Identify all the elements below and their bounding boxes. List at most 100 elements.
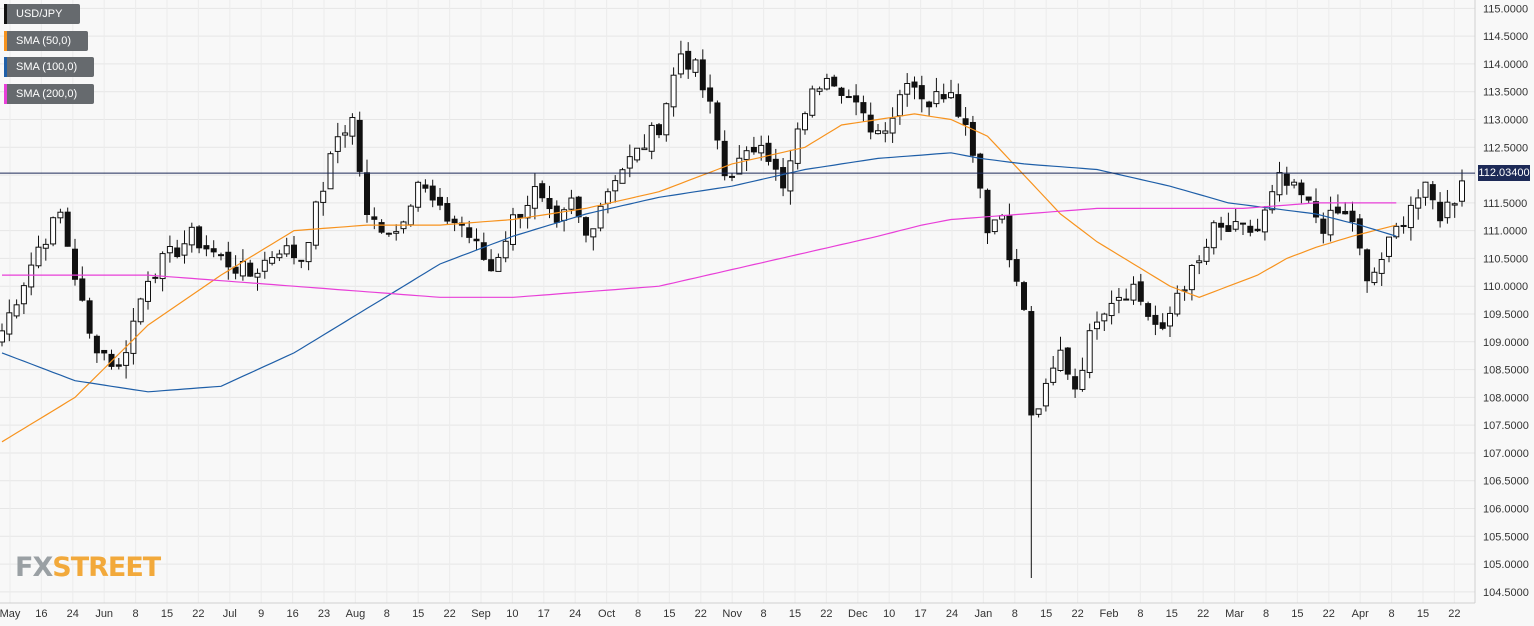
candle-body (809, 88, 816, 116)
candle-body (823, 77, 830, 90)
candle-body (0, 330, 5, 343)
y-tick-label: 106.0000 (1483, 504, 1529, 516)
candle-body (1371, 271, 1378, 284)
x-tick-label: 17 (914, 608, 926, 620)
x-tick-label: 9 (258, 608, 264, 620)
y-tick-label: 112.5000 (1483, 142, 1528, 154)
candle-body (794, 128, 801, 164)
candle-body (1415, 197, 1422, 209)
candle-body (604, 191, 611, 204)
candle-body (1407, 204, 1414, 229)
candle-body (787, 160, 794, 192)
candle-body (356, 119, 363, 172)
legend-item-usdjpy[interactable]: USD/JPY (4, 4, 80, 24)
candle-body (225, 251, 232, 268)
x-tick-label: 10 (506, 608, 518, 620)
candle-body (714, 102, 721, 141)
legend-swatch (4, 57, 7, 77)
candle-body (933, 91, 940, 105)
candle-body (1101, 313, 1108, 322)
candle-body (1349, 210, 1356, 223)
candle-body (867, 114, 874, 133)
candle-body (707, 87, 714, 102)
y-tick-label: 111.0000 (1483, 226, 1527, 238)
x-tick-label: May (0, 608, 21, 620)
candle-body (1342, 210, 1349, 215)
candle-body (320, 190, 327, 203)
x-tick-label: 23 (318, 608, 330, 620)
y-tick-label: 105.5000 (1483, 531, 1529, 543)
candle-body (1203, 246, 1210, 262)
candle-body (656, 124, 662, 136)
candle-body (1196, 260, 1203, 264)
candle-body (276, 253, 283, 259)
x-tick-label: 8 (1012, 608, 1018, 620)
candle-body (1210, 222, 1217, 249)
candle-body (1364, 249, 1371, 282)
candle-body (517, 213, 524, 218)
candle-body (860, 102, 867, 114)
candle-body (969, 121, 976, 156)
legend-swatch (4, 30, 7, 51)
candle-body (677, 53, 684, 75)
candle-body (1378, 259, 1385, 274)
candle-body (670, 74, 677, 108)
candle-body (283, 245, 290, 255)
candle-body (145, 280, 151, 302)
x-tick-label: Dec (848, 608, 868, 620)
x-tick-label: 22 (820, 608, 832, 620)
candle-body (772, 158, 779, 170)
candle-body (196, 226, 203, 249)
legend-item-sma-100[interactable]: SMA (100,0) (4, 57, 94, 77)
candle-body (1035, 408, 1042, 415)
candle-body (619, 169, 626, 184)
candle-body (1400, 224, 1407, 227)
legend-item-sma-200[interactable]: SMA (200,0) (4, 83, 94, 104)
x-tick-label: 15 (412, 608, 424, 620)
x-tick-label: 15 (663, 608, 675, 620)
sma-line-500 (1, 113, 1397, 443)
candle-body (1188, 264, 1195, 291)
candle-body (488, 259, 495, 272)
candle-body (1115, 296, 1122, 301)
x-tick-label: Apr (1352, 608, 1369, 620)
candle-body (736, 157, 743, 175)
candle-body (1422, 181, 1429, 198)
candle-body (641, 147, 648, 151)
y-tick-label: 108.5000 (1483, 365, 1529, 377)
candle-body (568, 197, 575, 210)
candle-body (1042, 382, 1049, 407)
x-tick-label: Jan (975, 608, 993, 620)
candle-body (1437, 201, 1444, 222)
x-tick-label: Jun (95, 608, 113, 620)
candle-body (692, 59, 699, 73)
candle-body (385, 232, 392, 235)
candle-body (42, 243, 49, 249)
plot-area (0, 0, 1475, 603)
x-tick-label: 24 (569, 608, 581, 620)
candle-body (1261, 209, 1268, 233)
candle-body (261, 259, 268, 272)
candle-body (57, 211, 64, 219)
candle-body (955, 94, 962, 117)
x-tick-label: 8 (761, 608, 767, 620)
candle-body (539, 183, 546, 199)
candle-body (531, 186, 538, 209)
legend-item-sma-50[interactable]: SMA (50,0) (4, 30, 88, 51)
candle-body (480, 242, 487, 260)
candle-body (663, 103, 670, 136)
y-tick-label: 104.5000 (1483, 587, 1529, 599)
candle-body (831, 76, 838, 87)
candle-body (1064, 347, 1071, 375)
y-tick-label: 108.0000 (1483, 392, 1529, 404)
candle-body (13, 304, 20, 317)
candle-body (1086, 330, 1093, 373)
x-tick-label: Jul (223, 608, 237, 620)
y-tick-label: 113.5000 (1483, 87, 1528, 99)
x-tick-label: 22 (1448, 608, 1460, 620)
candle-body (1334, 206, 1341, 214)
candle-body (926, 101, 933, 108)
x-tick-label: 22 (192, 608, 204, 620)
candle-body (1013, 259, 1020, 282)
candle-body (159, 253, 166, 280)
